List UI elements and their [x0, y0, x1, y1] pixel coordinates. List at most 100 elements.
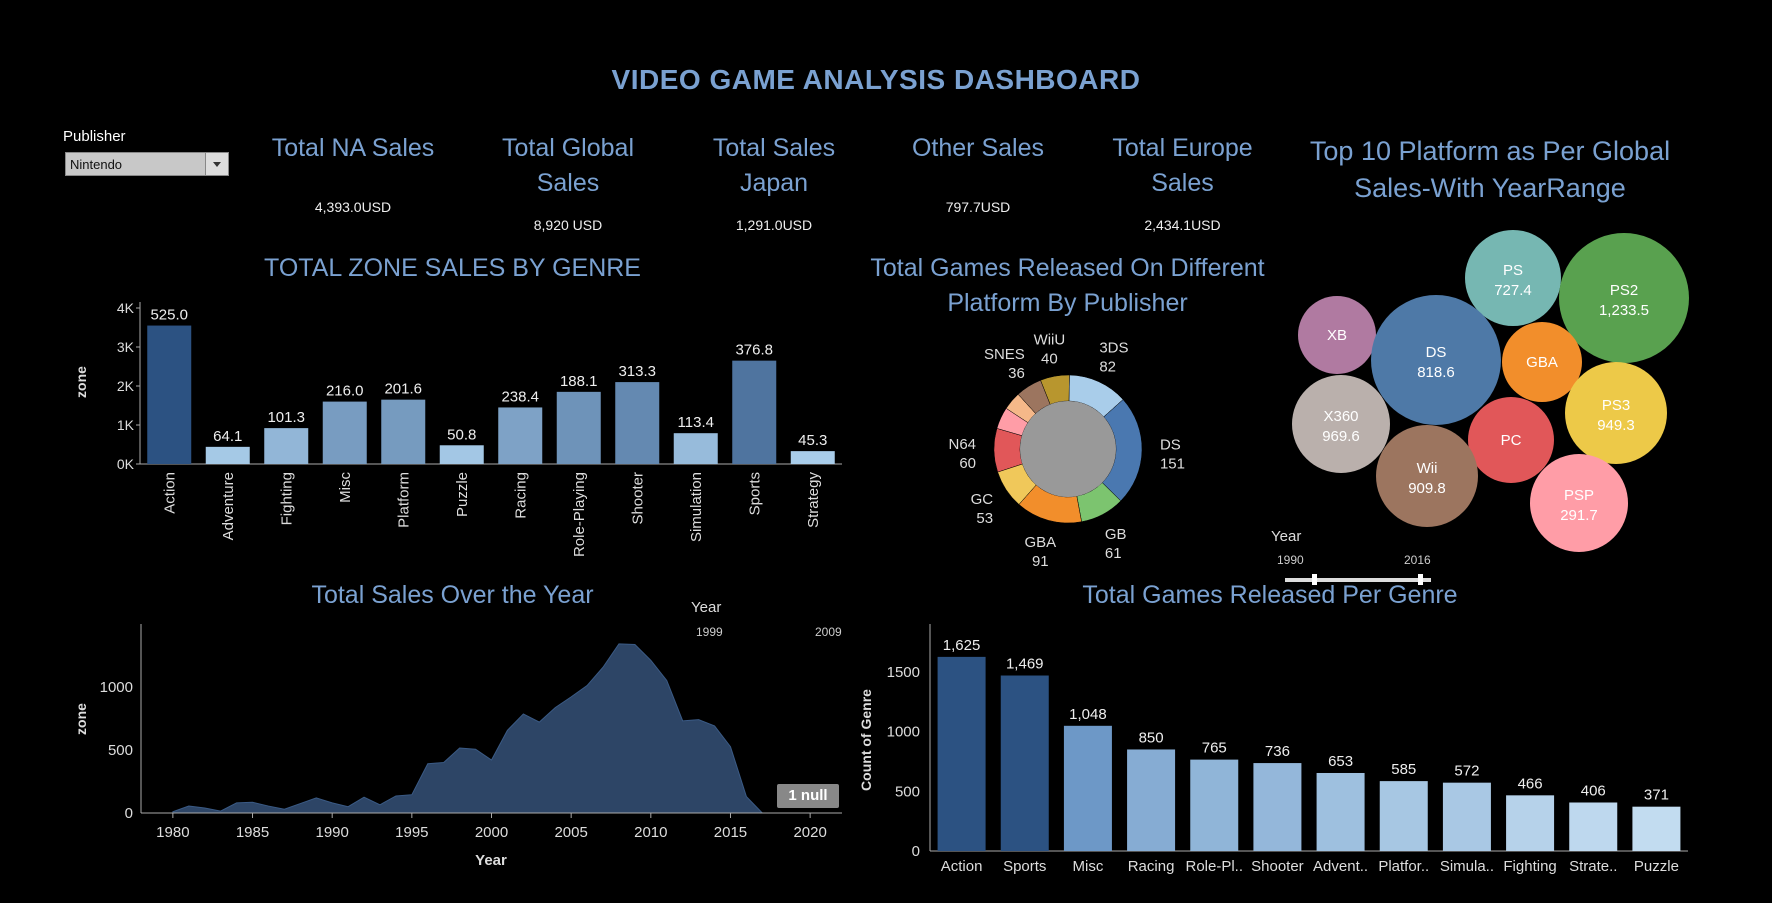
bar [1127, 749, 1176, 851]
donut-slice-label: SNES [984, 346, 1025, 363]
donut-chart-title: Total Games Released On Different Platfo… [870, 254, 1265, 317]
games-per-genre-chart: 0 500 1000 1500 Count of Genre 1,625 Action 1,4… [858, 624, 1688, 875]
x-tick-label: Platfor.. [1378, 858, 1429, 875]
x-tick-label: Action [161, 472, 178, 514]
publisher-dropdown[interactable]: Nintendo [65, 152, 229, 176]
x-axis-title: Year [475, 852, 507, 869]
y-tick-label: 0 [125, 805, 133, 822]
y-tick-label: 500 [108, 742, 133, 759]
bar-data-label: 50.8 [447, 426, 476, 443]
x-tick-label: Racing [1128, 858, 1175, 875]
bubble-year-slider-start-handle[interactable] [1312, 574, 1317, 585]
bubble [1468, 397, 1554, 483]
bubble-label: DS [1426, 344, 1447, 361]
bar [1506, 795, 1555, 851]
sales-over-year-chart: 1980 1985 1990 1995 2000 2005 2010 2015 2020 0 500… [73, 624, 842, 869]
x-tick-label: Shooter [629, 472, 646, 525]
bubble-year-slider-end-handle[interactable] [1418, 574, 1423, 585]
donut-slice-label: WiiU [1034, 332, 1066, 349]
y-axis-title: Count of Genre [858, 689, 874, 791]
bar-data-label: 765 [1202, 740, 1227, 757]
area-chart-title: Total Sales Over the Year [311, 581, 594, 609]
kpi-europe-value: 2,434.1USD [1144, 217, 1221, 233]
donut-slice-value: 151 [1160, 455, 1185, 472]
bar-data-label: 1,625 [943, 637, 981, 654]
x-tick-label: Advent.. [1313, 858, 1368, 875]
bar-data-label: 653 [1328, 753, 1353, 770]
donut-center [1020, 401, 1116, 497]
x-tick-label: Misc [1073, 858, 1104, 875]
bar [1000, 675, 1049, 851]
bar [673, 433, 718, 464]
y-tick-label: 0K [117, 456, 135, 472]
bar-data-label: 850 [1139, 729, 1164, 746]
y-axis-title: zone [73, 703, 89, 735]
platform-bubble-chart: PS 727.4 PS2 1,233.5 XB DS 818.6 GBA PS3 949.3 X36… [1292, 230, 1689, 552]
bubble-label: Wii [1417, 460, 1438, 477]
y-tick-label: 3K [117, 339, 135, 355]
bubble-value: 727.4 [1494, 282, 1532, 299]
bar-data-label: 101.3 [267, 409, 305, 426]
bar-data-label: 1,469 [1006, 656, 1044, 673]
bar [937, 656, 986, 851]
bubble [1376, 425, 1478, 527]
x-tick-label: 2010 [634, 824, 667, 841]
bubble [1559, 233, 1689, 363]
zone-sales-chart: 0K 1K 2K 3K 4K zone 525.0 Action 64.1 Adventure 10… [73, 300, 842, 557]
bar [1190, 759, 1239, 851]
x-tick-label: Puzzle [1634, 858, 1679, 875]
bar-data-label: 736 [1265, 743, 1290, 760]
publisher-filter-label: Publisher [63, 128, 126, 145]
bar [439, 445, 484, 464]
donut-slice-value: 53 [976, 510, 993, 527]
y-axis-title: zone [73, 366, 89, 398]
kpi-na-value: 4,393.0USD [314, 199, 392, 215]
bubble-value: 909.8 [1408, 480, 1446, 497]
area-year-filter-label: Year [691, 599, 722, 616]
y-tick-label: 1K [117, 417, 135, 433]
bubble-value: 949.3 [1597, 417, 1635, 434]
bar-data-label: 313.3 [618, 363, 656, 380]
y-tick-label: 1000 [887, 724, 920, 741]
sales-area [172, 643, 764, 814]
null-indicator-badge[interactable]: 1 null [777, 784, 839, 808]
x-tick-label: Fighting [1503, 858, 1556, 875]
bar-data-label: 113.4 [678, 414, 714, 431]
y-tick-label: 1000 [100, 679, 133, 696]
bubble [1530, 454, 1628, 552]
donut-slice-value: 40 [1041, 351, 1058, 368]
bubble-label: PS2 [1610, 282, 1638, 299]
bar [1442, 782, 1491, 851]
donut-slice-value: 91 [1032, 553, 1049, 570]
bubble-year-filter-label: Year [1271, 528, 1302, 545]
bubble-year-end: 2016 [1404, 553, 1431, 567]
bar [556, 391, 601, 464]
x-tick-label: Sports [746, 472, 763, 515]
x-tick-label: 1995 [395, 824, 428, 841]
bubble-label: PSP [1564, 487, 1594, 504]
bar-data-label: 188.1 [560, 373, 598, 390]
bubble [1371, 295, 1501, 425]
platform-donut-chart: 3DS 82 DS 151 GB 61 GBA 91 GC 53 N64 60 SNES 36 WiiU 40 [948, 332, 1185, 571]
bubble-label: PC [1501, 432, 1522, 449]
kpi-global-title: Total Global Sales [501, 134, 635, 197]
y-tick-label: 500 [895, 783, 920, 800]
y-tick-label: 4K [117, 300, 135, 316]
kpi-europe-title: Total Europe Sales [1112, 134, 1253, 197]
x-tick-label: Simula.. [1440, 858, 1494, 875]
x-tick-label: 2000 [475, 824, 508, 841]
bubble-value: 1,233.5 [1599, 302, 1649, 319]
bar [732, 360, 777, 464]
x-tick-label: Misc [337, 472, 354, 503]
bubble [1292, 375, 1390, 473]
x-tick-label: Shooter [1251, 858, 1304, 875]
bubble [1502, 322, 1582, 402]
bubble [1465, 230, 1561, 326]
bubble-label: GBA [1526, 354, 1558, 371]
bar [1569, 802, 1618, 851]
x-tick-label: 2005 [554, 824, 587, 841]
bubble-year-slider-track[interactable] [1285, 578, 1431, 582]
chevron-down-icon[interactable] [205, 153, 228, 175]
bar [264, 428, 309, 464]
bar [205, 446, 250, 464]
